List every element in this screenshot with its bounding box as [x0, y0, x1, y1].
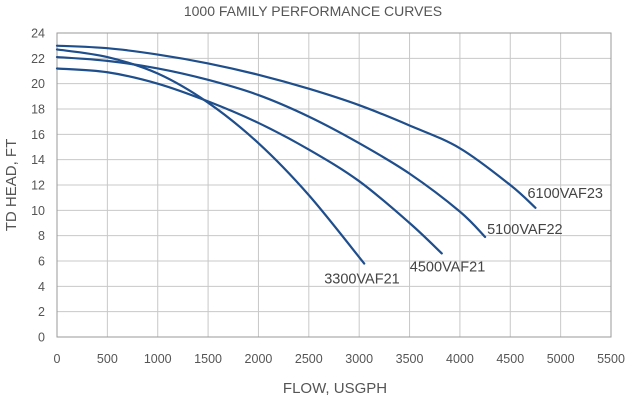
- x-tick-label: 3500: [396, 352, 424, 366]
- x-tick-label: 1000: [144, 352, 172, 366]
- y-tick-label: 18: [31, 103, 45, 117]
- series-labels: 3300VAF21 4500VAF21 5100VAF22 6100VAF23: [324, 186, 603, 288]
- x-tick-label: 5500: [597, 352, 625, 366]
- curve-3300vaf21: [55, 48, 366, 265]
- curve-4500vaf21: [55, 67, 443, 255]
- x-tick-label: 2000: [245, 352, 273, 366]
- x-tick-label: 3000: [345, 352, 373, 366]
- y-tick-label: 8: [38, 229, 45, 243]
- y-tick-label: 12: [31, 179, 45, 193]
- y-tick-label: 4: [38, 280, 45, 294]
- curve-6100vaf23: [55, 44, 537, 209]
- y-tick-label: 2: [38, 305, 45, 319]
- series-label-4500vaf21: 4500VAF21: [410, 259, 486, 275]
- x-tick-label: 2500: [295, 352, 323, 366]
- y-tick-label: 16: [31, 128, 45, 142]
- x-tick-label: 1500: [194, 352, 222, 366]
- tick-labels: 0 500 1000 1500 2000 2500 3000 3500 4000 4500 5000…: [31, 27, 625, 367]
- y-tick-label: 14: [31, 153, 45, 167]
- x-tick-label: 4000: [446, 352, 474, 366]
- y-tick-label: 6: [38, 255, 45, 269]
- series-label-5100vaf22: 5100VAF22: [487, 222, 563, 238]
- y-tick-label: 22: [31, 52, 45, 66]
- y-axis-title: TD HEAD, FT: [3, 139, 20, 232]
- series-label-6100vaf23: 6100VAF23: [527, 186, 603, 202]
- grid: [56, 32, 612, 338]
- x-tick-label: 500: [97, 352, 118, 366]
- y-tick-label: 10: [31, 204, 45, 218]
- x-axis-title: FLOW, USGPH: [283, 380, 387, 397]
- x-tick-label: 5000: [547, 352, 575, 366]
- y-tick-label: 0: [38, 331, 45, 345]
- x-tick-label: 4500: [496, 352, 524, 366]
- series-curves: [55, 44, 537, 265]
- chart-title: 1000 FAMILY PERFORMANCE CURVES: [184, 3, 442, 19]
- y-tick-label: 20: [31, 77, 45, 91]
- curve-5100vaf22: [55, 55, 487, 239]
- series-label-3300vaf21: 3300VAF21: [324, 272, 400, 288]
- y-tick-label: 24: [31, 27, 45, 41]
- x-tick-label: 0: [54, 352, 61, 366]
- plot-frame: [56, 32, 612, 338]
